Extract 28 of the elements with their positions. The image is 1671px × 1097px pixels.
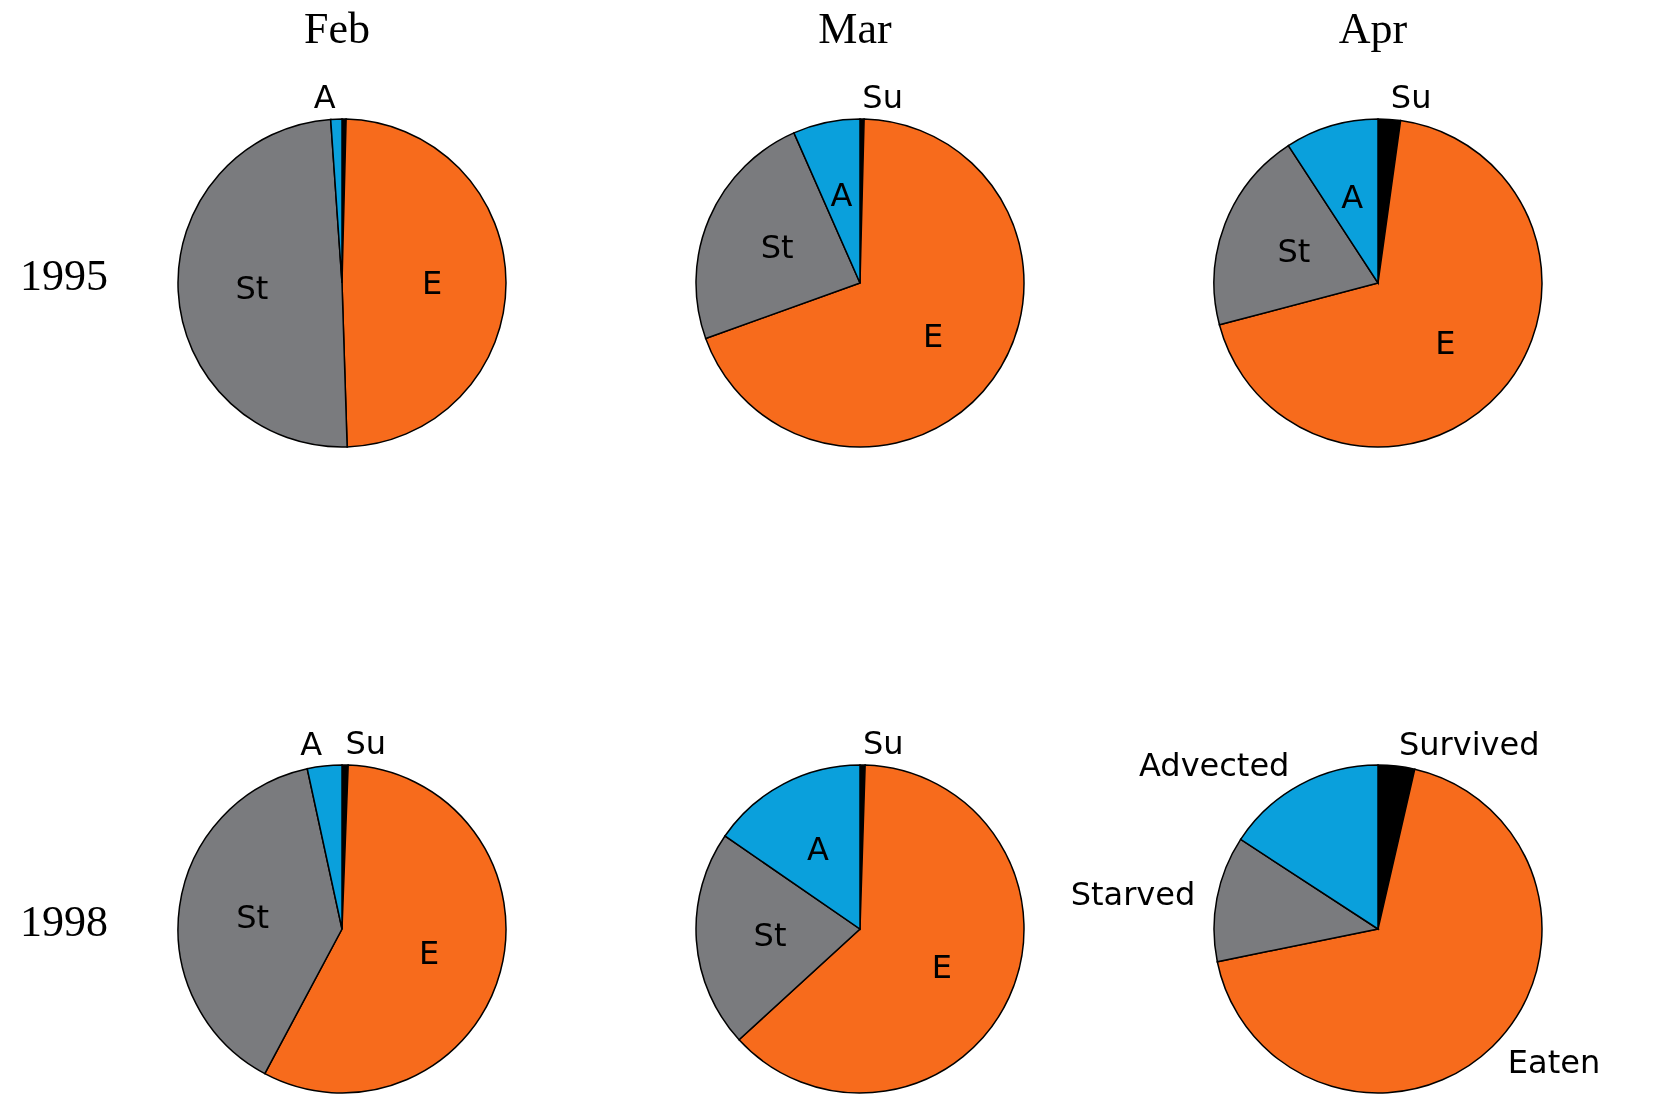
chart-title: Feb: [303, 4, 371, 54]
text: 1998: [19, 897, 109, 947]
slice-label: Su: [345, 724, 387, 763]
slice-label: A: [300, 725, 323, 764]
chart-title: Apr: [1337, 4, 1409, 54]
slice-label: St: [236, 897, 270, 936]
slice-label: Su: [1390, 78, 1432, 117]
slice-label: E: [1435, 323, 1456, 362]
slice-label: Su: [862, 724, 904, 763]
slice-label: A: [1341, 177, 1364, 216]
slice-label: Survived: [1398, 725, 1540, 764]
text: 1995: [19, 251, 109, 301]
slice-label: St: [753, 916, 787, 955]
slice-label: E: [931, 947, 953, 986]
slice-label: Advected: [1139, 746, 1290, 785]
slice-label: St: [760, 228, 794, 267]
slice-label: A: [830, 175, 853, 214]
slice-label: E: [923, 316, 944, 355]
slice-label: St: [235, 268, 269, 307]
slice-label: A: [807, 830, 830, 869]
slice-label: St: [1277, 231, 1311, 270]
slice-label: Eaten: [1507, 1043, 1601, 1082]
slice-label: A: [313, 78, 336, 117]
chart-title: Mar: [817, 4, 893, 54]
slice-label: Starved: [1070, 875, 1196, 914]
slice-label: E: [422, 263, 443, 302]
slice-label: E: [418, 933, 440, 972]
slice-label: Su: [862, 78, 903, 117]
